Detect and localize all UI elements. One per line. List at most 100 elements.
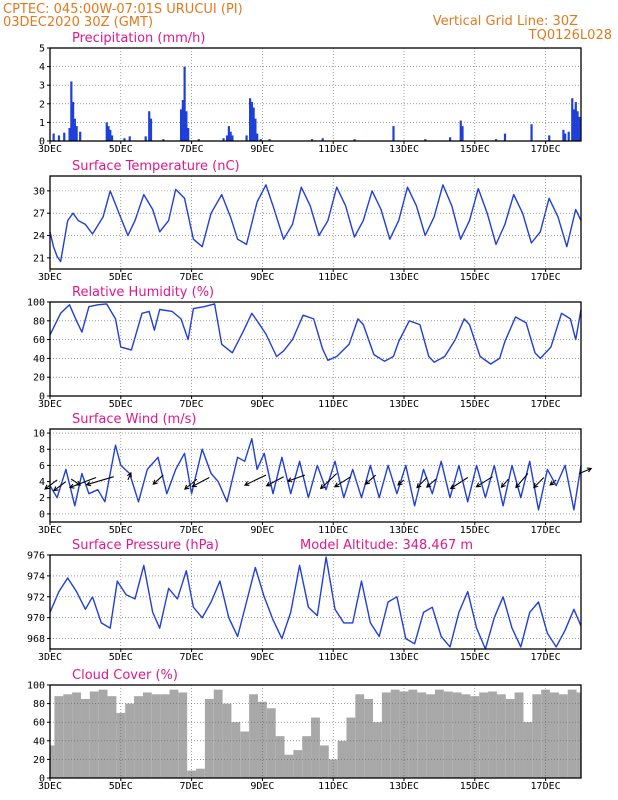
x-tick-label: 7DEC — [180, 781, 204, 792]
precip-bar — [72, 101, 75, 141]
wind-arrow-head — [416, 483, 422, 489]
y-tick-label: 4 — [39, 477, 45, 488]
y-tick-label: 30 — [33, 186, 45, 197]
x-tick-label: 13DEC — [389, 399, 419, 410]
cloud-bar — [390, 689, 400, 778]
wind-arrow — [53, 481, 67, 492]
y-tick-label: 60 — [33, 335, 45, 346]
x-tick-label: 9DEC — [250, 781, 274, 792]
panel-frame — [49, 47, 582, 142]
wind-arrow — [549, 479, 557, 486]
x-tick-label: 3DEC — [38, 399, 62, 410]
cloud-bar — [249, 694, 258, 778]
cloud-bar — [373, 722, 382, 778]
cloud-bar — [505, 698, 515, 778]
precip-bar — [185, 111, 188, 141]
cloud-bar — [213, 689, 223, 778]
y-tick-label: 5 — [39, 44, 45, 55]
cloud-bar — [89, 691, 99, 778]
cloud-bar — [364, 698, 374, 778]
precip-bar — [576, 111, 579, 141]
wind-arrow — [365, 474, 377, 485]
y-tick-label: 4 — [39, 62, 45, 73]
x-tick-label: 15DEC — [460, 272, 490, 283]
wind-arrow-head — [549, 480, 555, 486]
cloud-bar — [142, 692, 152, 778]
panel-6: Cloud Cover (%) 3DEC 5DEC 7DEC 9DEC 11DEC 13DE… — [27, 668, 582, 792]
x-tick-label: 9DEC — [250, 144, 274, 155]
header: CPTEC: 045:00W-07:01S URUCUI (PI) 03DEC2… — [3, 2, 612, 43]
y-tick-label: 27 — [33, 209, 45, 220]
panel-frame — [49, 554, 582, 650]
cloud-bar — [98, 689, 108, 778]
precip-bar — [353, 139, 356, 141]
y-tick-label: 6 — [39, 461, 45, 472]
panel-title: Surface Wind (m/s) — [72, 412, 196, 427]
precip-bar — [578, 116, 581, 141]
cloud-bar — [231, 722, 241, 778]
y-tick-label: 20 — [33, 755, 45, 766]
precip-bar — [52, 133, 55, 141]
y-tick-label: 40 — [33, 354, 45, 365]
y-tick-label: 0 — [39, 392, 45, 403]
x-tick-label: 13DEC — [389, 781, 419, 792]
cloud-bar — [54, 696, 64, 778]
header-station: CPTEC: 045:00W-07:01S URUCUI (PI) — [3, 2, 243, 17]
cloud-bar — [558, 694, 568, 778]
cloud-bar — [125, 703, 135, 778]
y-tick-label: 970 — [27, 613, 45, 624]
x-tick-label: 15DEC — [460, 781, 490, 792]
x-tick-label: 11DEC — [318, 652, 348, 663]
precip-bar — [231, 135, 234, 141]
cloud-bar — [134, 696, 143, 778]
wind-arrow — [184, 478, 198, 490]
wind-arrow — [515, 473, 529, 488]
precip-bar — [183, 66, 186, 141]
y-tick-label: 24 — [33, 231, 45, 242]
x-tick-label: 17DEC — [531, 272, 561, 283]
precip-bar — [227, 126, 230, 141]
cloud-bar — [196, 768, 205, 778]
y-tick-label: 2 — [39, 493, 45, 504]
precip-bar — [256, 133, 259, 141]
panel-frame — [49, 301, 582, 397]
x-tick-label: 7DEC — [180, 525, 204, 536]
x-tick-label: 9DEC — [250, 399, 274, 410]
wind-arrow-head — [191, 482, 197, 488]
x-tick-label: 17DEC — [531, 652, 561, 663]
x-tick-label: 11DEC — [318, 781, 348, 792]
cloud-bar — [187, 770, 197, 778]
precip-bar — [245, 135, 248, 141]
cloud-bar — [479, 692, 489, 778]
x-tick-label: 15DEC — [460, 399, 490, 410]
wind-arrow-head — [449, 484, 456, 490]
cloud-bar — [72, 692, 81, 778]
cloud-bar — [160, 694, 170, 778]
precip-bar — [530, 124, 533, 141]
x-tick-label: 13DEC — [389, 144, 419, 155]
x-tick-label: 15DEC — [460, 652, 490, 663]
precip-bar — [110, 135, 114, 141]
wind-arrow — [192, 477, 210, 488]
wind-arrow — [501, 478, 509, 488]
precip-bar — [148, 111, 151, 141]
x-tick-label: 7DEC — [180, 399, 204, 410]
panel-2: Surface Temperature (nC) 3DEC 5DEC 7DEC 9DEC… — [33, 159, 582, 283]
cloud-bar — [443, 691, 453, 778]
cloud-bar — [293, 750, 303, 778]
wind-arrow — [266, 476, 284, 487]
cloud-bar — [532, 694, 542, 778]
panel-5: Surface Pressure (hPa) Model Altitude: 34… — [27, 538, 582, 663]
x-tick-label: 17DEC — [531, 399, 561, 410]
panel-frame — [49, 428, 582, 523]
precip-bar — [107, 126, 110, 141]
y-tick-label: 976 — [27, 551, 45, 562]
cloud-bar — [514, 692, 524, 778]
wind-arrow-head — [586, 467, 593, 473]
cloud-bar — [434, 689, 444, 778]
x-tick-label: 13DEC — [389, 525, 419, 536]
cloud-bar — [488, 691, 497, 778]
x-tick-label: 5DEC — [109, 399, 133, 410]
x-tick-label: 3DEC — [38, 144, 62, 155]
cloud-bar — [496, 694, 506, 778]
